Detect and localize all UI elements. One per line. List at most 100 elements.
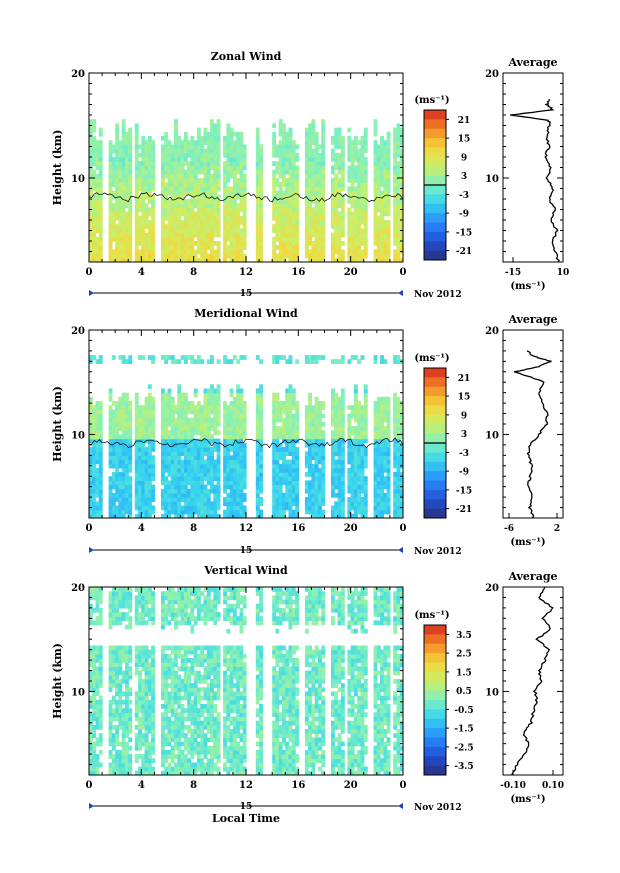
heatmap-cell <box>193 148 198 154</box>
heatmap-cell <box>357 472 362 477</box>
heatmap-cell <box>200 405 205 410</box>
heatmap-cell <box>170 467 175 473</box>
profile-x-tick-label: -6 <box>504 524 514 534</box>
heatmap-cell <box>196 203 201 208</box>
heatmap-cell <box>360 220 365 225</box>
heatmap-cell <box>232 434 237 440</box>
heatmap-cell <box>190 455 195 461</box>
heatmap-cell <box>170 245 175 250</box>
heatmap-cell <box>383 417 388 423</box>
heatmap-cell <box>190 186 195 192</box>
heatmap-cell <box>288 401 293 406</box>
heatmap-cell <box>295 228 299 234</box>
heatmap-cell <box>393 509 398 515</box>
heatmap-cell <box>210 509 214 515</box>
heatmap-cell <box>376 488 381 494</box>
heatmap-cell <box>353 392 358 398</box>
heatmap-cell <box>174 455 178 461</box>
heatmap-cell <box>396 426 401 431</box>
heatmap-cell <box>347 178 352 183</box>
heatmap-cell <box>396 501 401 507</box>
heatmap-cell <box>95 649 100 655</box>
heatmap-cell <box>236 203 241 208</box>
heatmap-cell <box>376 505 381 511</box>
heatmap-cell <box>376 501 381 507</box>
heatmap-cell <box>161 165 165 171</box>
heatmap-cell <box>95 161 100 166</box>
heatmap-cell <box>288 384 293 390</box>
heatmap-cell <box>353 207 358 213</box>
heatmap-cell <box>118 480 123 486</box>
heatmap-cell <box>183 211 188 217</box>
heatmap-cell <box>282 430 286 436</box>
heatmap-cell <box>210 392 214 398</box>
heatmap-cell <box>92 770 97 775</box>
x-tick-label: 8 <box>190 267 197 278</box>
heatmap-cell <box>121 241 126 246</box>
heatmap-cell <box>108 392 113 398</box>
heatmap-cell <box>353 165 358 171</box>
heatmap-cell <box>92 733 97 738</box>
heatmap-cell <box>147 476 152 481</box>
heatmap-cell <box>229 513 234 518</box>
heatmap-cell <box>399 497 403 502</box>
heatmap-cell <box>314 447 319 452</box>
heatmap-cell <box>223 480 227 486</box>
heatmap-cell <box>380 152 384 158</box>
heatmap-cell <box>174 472 178 477</box>
heatmap-cell <box>275 426 280 431</box>
heatmap-cell <box>89 148 93 154</box>
heatmap-cell <box>386 131 391 137</box>
heatmap-cell <box>98 417 103 423</box>
heatmap-cell <box>311 417 316 423</box>
heatmap-cell <box>350 228 355 234</box>
heatmap-cell <box>180 480 185 486</box>
heatmap-cell <box>141 220 146 225</box>
heatmap-cell <box>180 488 185 494</box>
heatmap-cell <box>210 157 214 162</box>
heatmap-cell <box>340 505 345 511</box>
heatmap-cell <box>196 165 201 171</box>
heatmap-cell <box>334 220 339 225</box>
heatmap-cell <box>164 430 169 436</box>
heatmap-cell <box>373 144 378 150</box>
heatmap-cell <box>373 405 378 410</box>
heatmap-cell <box>373 442 378 448</box>
heatmap-cell <box>213 409 218 415</box>
heatmap-cell <box>210 472 214 477</box>
heatmap-cell <box>282 497 286 502</box>
heatmap-cell <box>337 140 342 145</box>
heatmap-cell <box>295 207 299 213</box>
heatmap-cell <box>334 241 339 246</box>
heatmap-cell <box>161 241 165 246</box>
heatmap-cell <box>111 505 116 511</box>
heatmap-cell <box>180 232 185 238</box>
heatmap-cell <box>337 438 342 444</box>
heatmap-cell <box>393 492 398 498</box>
heatmap-cell <box>278 455 283 461</box>
heatmap-cell <box>223 144 227 150</box>
heatmap-cell <box>196 257 201 262</box>
heatmap-cell <box>291 253 296 259</box>
heatmap-cell <box>226 430 231 436</box>
profile-x-tick-label: -15 <box>505 268 521 278</box>
heatmap-cell <box>304 455 309 461</box>
heatmap-cell <box>177 396 182 402</box>
heatmap-cell <box>376 409 381 415</box>
heatmap-cell <box>206 467 211 473</box>
heatmap-cell <box>295 359 299 364</box>
heatmap-cell <box>147 392 152 398</box>
heatmap-cell <box>206 203 211 208</box>
heatmap-cell <box>350 245 355 250</box>
heatmap-cell <box>147 186 152 192</box>
heatmap-cell <box>95 603 100 609</box>
heatmap-cell <box>98 599 103 605</box>
heatmap-cell <box>125 169 129 175</box>
heatmap-cell <box>383 249 388 255</box>
heatmap-cell <box>118 245 123 250</box>
heatmap-cell <box>200 136 205 141</box>
x-tick-label: 0 <box>86 523 93 534</box>
heatmap-cell <box>115 123 120 129</box>
heatmap-cell <box>196 447 201 452</box>
heatmap-cell <box>229 480 234 486</box>
